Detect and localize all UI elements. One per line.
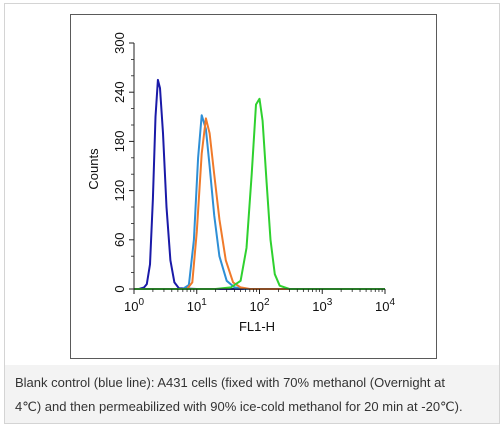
chart-frame: 100 101 102 103 104 0 60 120 180 240 300 FL1-H Cou… [70,14,437,359]
y-tick-label-1: 60 [112,233,127,247]
x-tick-label-0: 100 [124,297,144,314]
caption-line-2: 4℃) and then permeabilized with 90% ice-… [15,399,463,414]
y-axis-label: Counts [86,148,101,190]
figure-caption: Blank control (blue line): A431 cells (f… [5,365,499,423]
x-tick-label-4: 104 [375,297,395,314]
axes-layer [133,43,385,290]
series-line-4 [134,97,385,290]
y-tick-label-3: 180 [112,131,127,153]
y-tick-label-4: 240 [112,81,127,103]
series-layer [134,78,385,290]
y-tick-label-0: 0 [112,285,127,292]
series-line-3 [134,117,385,290]
x-axis-label: FL1-H [239,319,275,334]
x-tick-label-2: 102 [249,297,269,314]
x-tick-label-3: 103 [312,297,332,314]
y-tick-label-2: 120 [112,180,127,202]
x-tick-label-1: 101 [187,297,207,314]
figure-card: 100 101 102 103 104 0 60 120 180 240 300 FL1-H Cou… [4,3,500,424]
caption-line-1: Blank control (blue line): A431 cells (f… [15,375,445,390]
series-line-1 [134,78,385,290]
histogram-chart: 100 101 102 103 104 0 60 120 180 240 300 FL1-H Cou… [86,32,395,334]
y-tick-label-5: 300 [112,32,127,54]
